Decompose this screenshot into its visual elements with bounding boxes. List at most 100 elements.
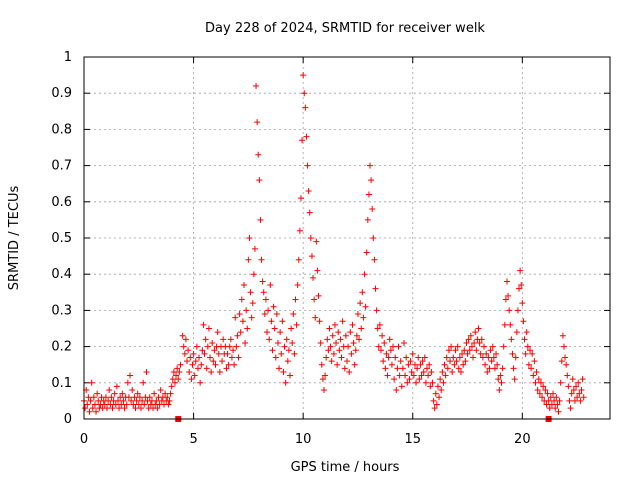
data-point — [532, 379, 539, 386]
data-point — [418, 372, 425, 379]
data-point — [128, 397, 135, 404]
data-point — [501, 321, 508, 328]
data-point — [536, 390, 543, 397]
data-point — [143, 368, 150, 375]
data-point — [451, 361, 458, 368]
data-point — [234, 332, 241, 339]
data-point — [310, 274, 317, 281]
data-point — [422, 379, 429, 386]
data-point — [494, 361, 501, 368]
data-point — [437, 376, 444, 383]
data-point — [450, 354, 457, 361]
data-point — [219, 358, 226, 365]
data-point — [523, 329, 530, 336]
data-point — [194, 365, 201, 372]
data-point — [300, 72, 307, 79]
data-point — [518, 282, 525, 289]
data-point — [347, 329, 354, 336]
data-point — [227, 336, 234, 343]
data-point — [429, 379, 436, 386]
data-point — [323, 354, 330, 361]
data-point — [311, 296, 318, 303]
data-point — [414, 365, 421, 372]
data-point — [119, 390, 126, 397]
data-point — [557, 379, 564, 386]
data-point — [431, 405, 438, 412]
data-point — [430, 397, 437, 404]
data-point — [357, 300, 364, 307]
data-point — [535, 376, 542, 383]
data-point — [370, 235, 377, 241]
data-point — [562, 354, 569, 361]
data-point — [511, 376, 518, 383]
data-point — [365, 191, 372, 198]
data-point — [240, 282, 247, 289]
data-point — [132, 405, 139, 412]
data-point — [386, 336, 393, 343]
data-point — [235, 354, 242, 361]
data-point — [484, 368, 491, 375]
data-point — [233, 343, 240, 350]
data-point — [105, 397, 112, 404]
data-point — [106, 387, 113, 394]
data-point — [434, 383, 441, 390]
data-point — [324, 336, 331, 343]
data-point — [381, 339, 388, 346]
data-point — [377, 347, 384, 354]
data-point — [463, 339, 470, 346]
data-point — [505, 292, 512, 299]
data-point — [308, 253, 315, 260]
data-point — [294, 282, 301, 289]
data-point — [318, 361, 325, 368]
data-point — [211, 347, 218, 354]
data-point — [232, 314, 239, 321]
data-point — [320, 387, 327, 394]
data-point — [296, 227, 303, 234]
data-point — [495, 376, 502, 383]
data-point — [404, 379, 411, 386]
data-point — [400, 339, 407, 346]
data-point — [443, 354, 450, 361]
data-point — [464, 350, 471, 357]
data-point — [551, 397, 558, 404]
data-point — [374, 325, 381, 332]
data-point — [306, 209, 313, 216]
data-point — [282, 379, 289, 386]
data-point — [385, 354, 392, 361]
data-point — [247, 289, 254, 296]
data-point — [202, 336, 209, 343]
data-point — [349, 321, 356, 328]
data-point — [174, 365, 181, 372]
data-point — [416, 376, 423, 383]
data-point — [153, 397, 160, 404]
data-point — [509, 350, 516, 357]
data-point — [182, 336, 189, 343]
data-point — [403, 354, 410, 361]
y-tick-label: 0.6 — [51, 195, 72, 210]
data-point — [521, 336, 528, 343]
data-point — [568, 390, 575, 397]
data-point — [372, 285, 379, 292]
data-point — [157, 387, 164, 394]
data-point — [491, 365, 498, 372]
data-point — [239, 318, 246, 325]
data-point — [339, 318, 346, 325]
data-point — [426, 361, 433, 368]
data-point — [272, 354, 279, 361]
data-point — [394, 365, 401, 372]
data-point — [125, 394, 132, 401]
data-point — [135, 401, 142, 408]
data-point — [362, 303, 369, 310]
data-point — [184, 358, 191, 365]
data-point — [444, 365, 451, 372]
data-point — [476, 339, 483, 346]
data-point — [176, 368, 183, 375]
y-tick-label: 0.5 — [51, 231, 72, 246]
data-point — [417, 361, 424, 368]
data-point — [185, 347, 192, 354]
data-point — [397, 358, 404, 365]
data-point — [534, 387, 541, 394]
data-point — [539, 394, 546, 401]
plot-frame — [83, 56, 611, 420]
data-point — [447, 358, 454, 365]
